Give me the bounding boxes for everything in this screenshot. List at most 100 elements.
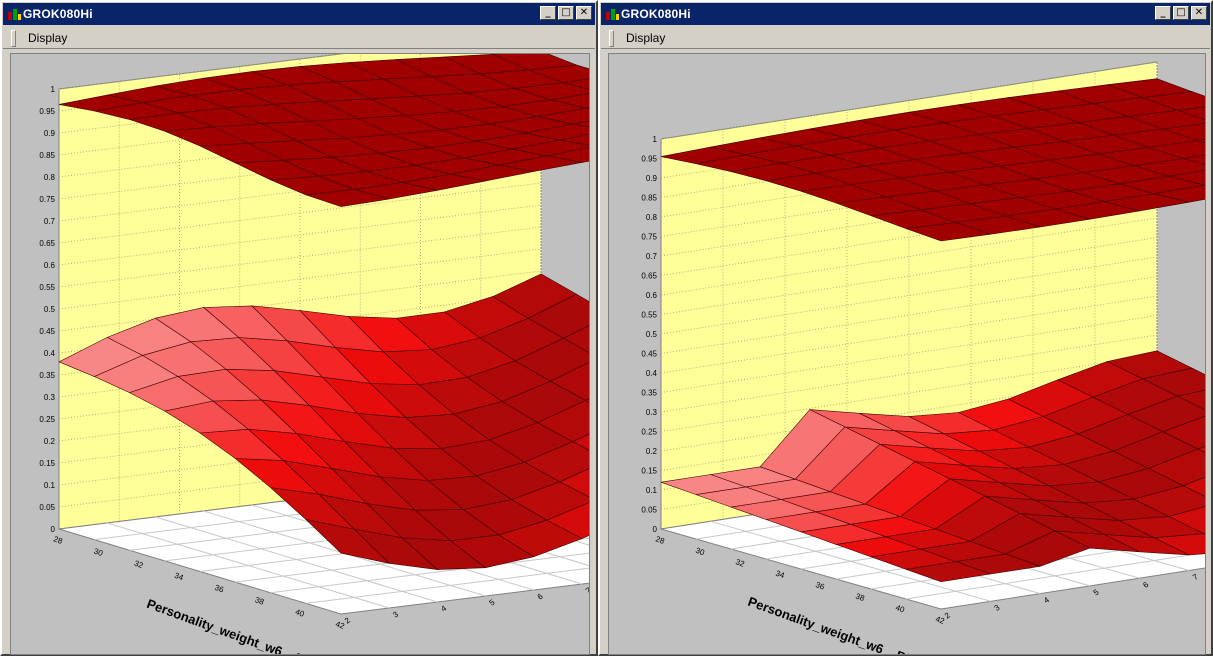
menu-bar: Display (3, 27, 595, 49)
z-tick-label: 0.85 (39, 151, 55, 160)
z-tick-label: 0.15 (641, 467, 657, 476)
surface-patch (584, 398, 589, 403)
z-tick-label: 0.5 (646, 330, 658, 339)
z-tick-label: 0.35 (641, 389, 657, 398)
y-tick-label: 6 (1141, 580, 1150, 590)
z-tick-label: 0.2 (646, 447, 658, 456)
z-tick-label: 0.15 (39, 459, 55, 468)
maximize-button[interactable]: □ (1173, 6, 1189, 20)
z-tick-label: 0.7 (44, 217, 56, 226)
y-tick-label: 4 (1042, 595, 1051, 605)
plot-area[interactable]: 0 0.05 0.1 0.15 0.2 0.25 0.3 0.35 0.4 0.45 0.5 0.55… (10, 53, 590, 655)
z-tick-label: 0.05 (39, 503, 55, 512)
x-tick-label: 28 (654, 534, 666, 546)
maximize-button[interactable]: □ (558, 6, 574, 20)
surface-upper (58, 54, 589, 207)
x-tick-label: 40 (294, 607, 306, 619)
surface-chart[interactable]: 0 0.05 0.1 0.15 0.2 0.25 0.3 0.35 0.4 0.45 0.5 0.55… (11, 54, 589, 654)
z-tick-label: 0.65 (39, 239, 55, 248)
close-button[interactable]: ✕ (1191, 6, 1207, 20)
y-tick-label: 5 (1092, 587, 1101, 597)
title-bar[interactable]: GROK080Hi _ □ ✕ (601, 3, 1210, 25)
z-tick-label: 0.5 (44, 305, 56, 314)
z-tick-label: 0.4 (44, 349, 56, 358)
z-tick-label: 0.4 (646, 369, 658, 378)
surface-patch (58, 337, 144, 377)
x-tick-label: 40 (894, 603, 906, 615)
x-tick-label: 38 (254, 595, 266, 607)
window-left[interactable]: GROK080Hi _ □ ✕ Display 0 0.05 0.1 0.15 0.2 0… (0, 0, 598, 656)
y-tick-label: 5 (488, 597, 497, 607)
surface-patch (572, 120, 589, 128)
z-tick-label: 0.35 (39, 371, 55, 380)
z-tick-label: 0.25 (641, 428, 657, 437)
minimize-button[interactable]: _ (540, 6, 556, 20)
z-tick-label: 0.6 (646, 291, 658, 300)
z-tick-label: 0.3 (44, 393, 56, 402)
x-tick-label: 32 (133, 559, 145, 571)
x-tick-label: 30 (93, 547, 105, 559)
menu-display[interactable]: Display (28, 31, 68, 45)
x-tick-label: 34 (173, 571, 185, 583)
z-tick-label: 0.65 (641, 272, 657, 281)
z-tick-label: 0.25 (39, 415, 55, 424)
surface-patch (660, 474, 746, 495)
title-bar[interactable]: GROK080Hi _ □ ✕ (3, 3, 595, 25)
x-tick-label: 36 (213, 583, 225, 595)
surface-patch (58, 94, 143, 112)
surface-chart[interactable]: 0 0.05 0.1 0.15 0.2 0.25 0.3 0.35 0.4 0.45 0.5 0.55… (609, 54, 1205, 654)
y-tick-label: 7 (584, 585, 589, 595)
x-tick-label: 28 (52, 534, 64, 546)
minimize-button[interactable]: _ (1155, 6, 1171, 20)
z-tick-label: 0.9 (44, 129, 56, 138)
z-tick-label: 0.2 (44, 437, 56, 446)
x-tick-label: 34 (774, 569, 786, 581)
surface-patch (1183, 154, 1205, 165)
plot-area[interactable]: 0 0.05 0.1 0.15 0.2 0.25 0.3 0.35 0.4 0.45 0.5 0.55… (608, 53, 1206, 655)
z-tick-label: 0.05 (641, 506, 657, 515)
app-icon (606, 9, 619, 20)
y-tick-label: 3 (993, 603, 1002, 613)
floor-grid-line (107, 522, 390, 609)
z-tick-label: 1 (653, 135, 658, 144)
z-tick-label: 0.1 (646, 486, 658, 495)
x-tick-label: 36 (814, 580, 826, 592)
surface-patch (1197, 446, 1205, 453)
y-tick-label: 2 (943, 610, 952, 620)
z-tick-label: 0.75 (39, 195, 55, 204)
z-tick-label: 0.3 (646, 408, 658, 417)
window-title: GROK080Hi (621, 7, 691, 21)
y-tick-label: 7 (1191, 572, 1200, 582)
z-tick-label: 0.45 (39, 327, 55, 336)
y-tick-label: 6 (536, 591, 545, 601)
x-tick-label: 30 (694, 546, 706, 558)
z-tick-label: 0.95 (641, 155, 657, 164)
z-tick-label: 0.55 (39, 283, 55, 292)
toolbar-grip[interactable] (11, 30, 16, 47)
z-tick-label: 0 (653, 525, 658, 534)
x-tick-label: 42 (334, 619, 346, 631)
close-button[interactable]: ✕ (576, 6, 592, 20)
surface-patch (1182, 476, 1205, 497)
surface-upper (660, 78, 1205, 242)
surface-patch (571, 433, 589, 451)
z-tick-label: 0.85 (641, 194, 657, 203)
z-tick-label: 0.8 (44, 173, 56, 182)
floor-grid-line (710, 520, 991, 602)
z-tick-label: 0.55 (641, 311, 657, 320)
z-tick-label: 0.6 (44, 261, 56, 270)
x-tick-label: 32 (734, 557, 746, 569)
z-tick-label: 1 (51, 85, 56, 94)
z-tick-label: 0 (51, 525, 56, 534)
window-right[interactable]: GROK080Hi _ □ ✕ Display 0 0.05 0.1 0.15 0.2 0… (598, 0, 1213, 656)
surface-lower (58, 273, 589, 571)
menu-bar: Display (601, 27, 1210, 49)
z-tick-label: 0.8 (646, 213, 658, 222)
z-tick-label: 0.7 (646, 252, 658, 261)
x-tick-label: 42 (934, 614, 946, 626)
surface-patch (660, 146, 746, 165)
z-tick-label: 0.75 (641, 233, 657, 242)
z-tick-label: 0.1 (44, 481, 56, 490)
menu-display[interactable]: Display (626, 31, 666, 45)
toolbar-grip[interactable] (609, 30, 614, 47)
